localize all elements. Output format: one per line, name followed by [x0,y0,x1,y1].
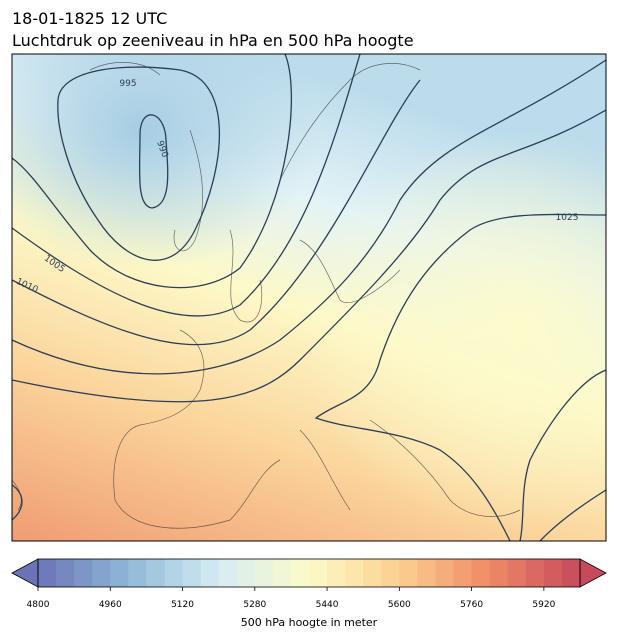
colorbar-segment [309,559,328,587]
colorbar-segment [164,559,184,587]
isobar [539,489,606,541]
isobar [12,484,23,521]
colorbar-segment [435,559,455,587]
colorbar: 4800 4960 5120 5280 5440 5600 5760 5920 500 hPa … [11,558,607,629]
colorbar-segment [561,559,581,587]
colorbar-segment [128,559,147,587]
colorbar-segment [38,559,57,587]
isobar [12,59,606,375]
colorbar-tick-label: 5280 [243,600,266,610]
isobar [12,54,292,289]
contour-label: 1025 [556,213,579,223]
colorbar-segment [543,559,563,587]
colorbar-segment [399,559,418,587]
colorbar-tick-label: 4800 [27,600,50,610]
subtitle: Luchtdruk op zeeniveau in hPa en 500 hPa… [12,31,414,50]
colorbar-segment [218,559,238,587]
colorbar-segment [489,559,509,587]
colorbar-label: 500 hPa hoogte in meter [241,616,378,629]
colorbar-tick-label: 4960 [99,600,122,610]
map: 995 990 1005 1010 1025 [12,54,606,541]
title: 18-01-1825 12 UTC [12,9,167,28]
colorbar-segment [345,559,364,587]
isobar [138,114,169,209]
colorbar-segment [182,559,202,587]
colorbar-extend-high [579,558,607,588]
colorbar-tick-label: 5440 [316,600,339,610]
colorbar-tick-label: 5120 [171,600,194,610]
isobar [314,213,606,541]
colorbar-segment [56,559,75,587]
colorbar-segment [254,559,274,587]
high-area [300,130,606,530]
colorbar-segment [507,559,527,587]
colorbar-segment [146,559,165,587]
colorbar-segment [363,559,382,587]
isobar [12,79,421,346]
colorbar-extend-low [11,558,39,588]
colorbar-segment [417,559,436,587]
colorbar-segment [453,559,473,587]
colorbar-tick-label: 5600 [388,600,411,610]
isobar [519,369,606,541]
map-frame [11,53,607,542]
colorbar-frame [37,558,581,588]
colorbar-segment [236,559,256,587]
contour-label: 995 [119,79,136,89]
colorbar-segment [74,559,93,587]
colorbar-tick-label: 5920 [532,600,555,610]
colorbar-segment [327,559,346,587]
colorbar-segment [290,559,310,587]
low-area [12,54,320,270]
colorbar-segment [92,559,111,587]
colorbar-segment [110,559,129,587]
colorbar-segment [525,559,545,587]
colorbar-tick-label: 5760 [460,600,483,610]
isobar [12,54,361,317]
isobar [12,109,606,403]
colorbar-segment [200,559,220,587]
colorbar-segment [272,559,292,587]
colorbar-segment [381,559,400,587]
colorbar-segment [471,559,491,587]
isobar [57,66,221,261]
